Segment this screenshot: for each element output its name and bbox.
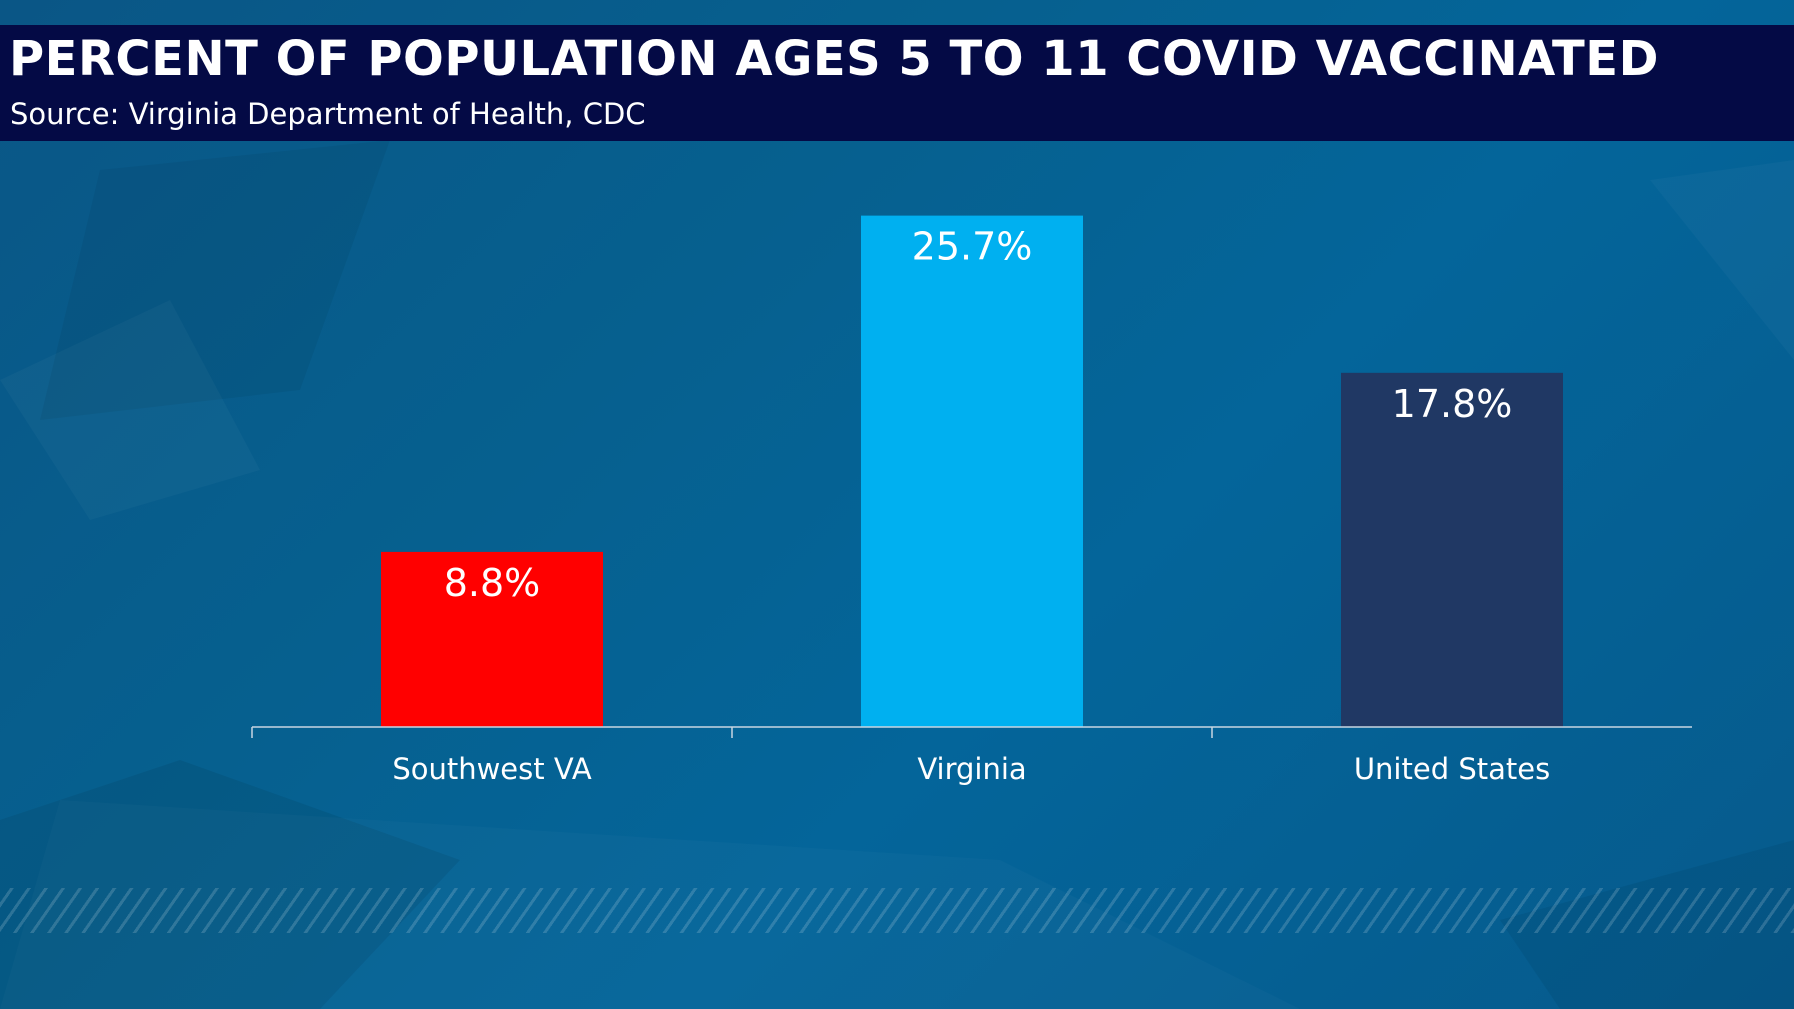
x-tick-label-virginia: Virginia — [917, 752, 1026, 786]
data-label-virginia: 25.7% — [912, 225, 1033, 269]
chart-title: PERCENT OF POPULATION AGES 5 TO 11 COVID… — [9, 31, 1659, 87]
x-tick-label-southwest-va: Southwest VA — [392, 752, 592, 786]
data-label-united-states: 17.8% — [1392, 382, 1513, 426]
bar-southwest-va — [381, 551, 603, 727]
data-label-southwest-va: 8.8% — [444, 561, 541, 605]
x-tick-label-united-states: United States — [1354, 752, 1550, 786]
hatch-band — [0, 888, 1794, 933]
bar-united-states — [1341, 372, 1563, 727]
title-banner: PERCENT OF POPULATION AGES 5 TO 11 COVID… — [0, 25, 1794, 141]
bar-virginia — [861, 215, 1083, 727]
source-caption: Source: Virginia Department of Health, C… — [10, 97, 646, 131]
